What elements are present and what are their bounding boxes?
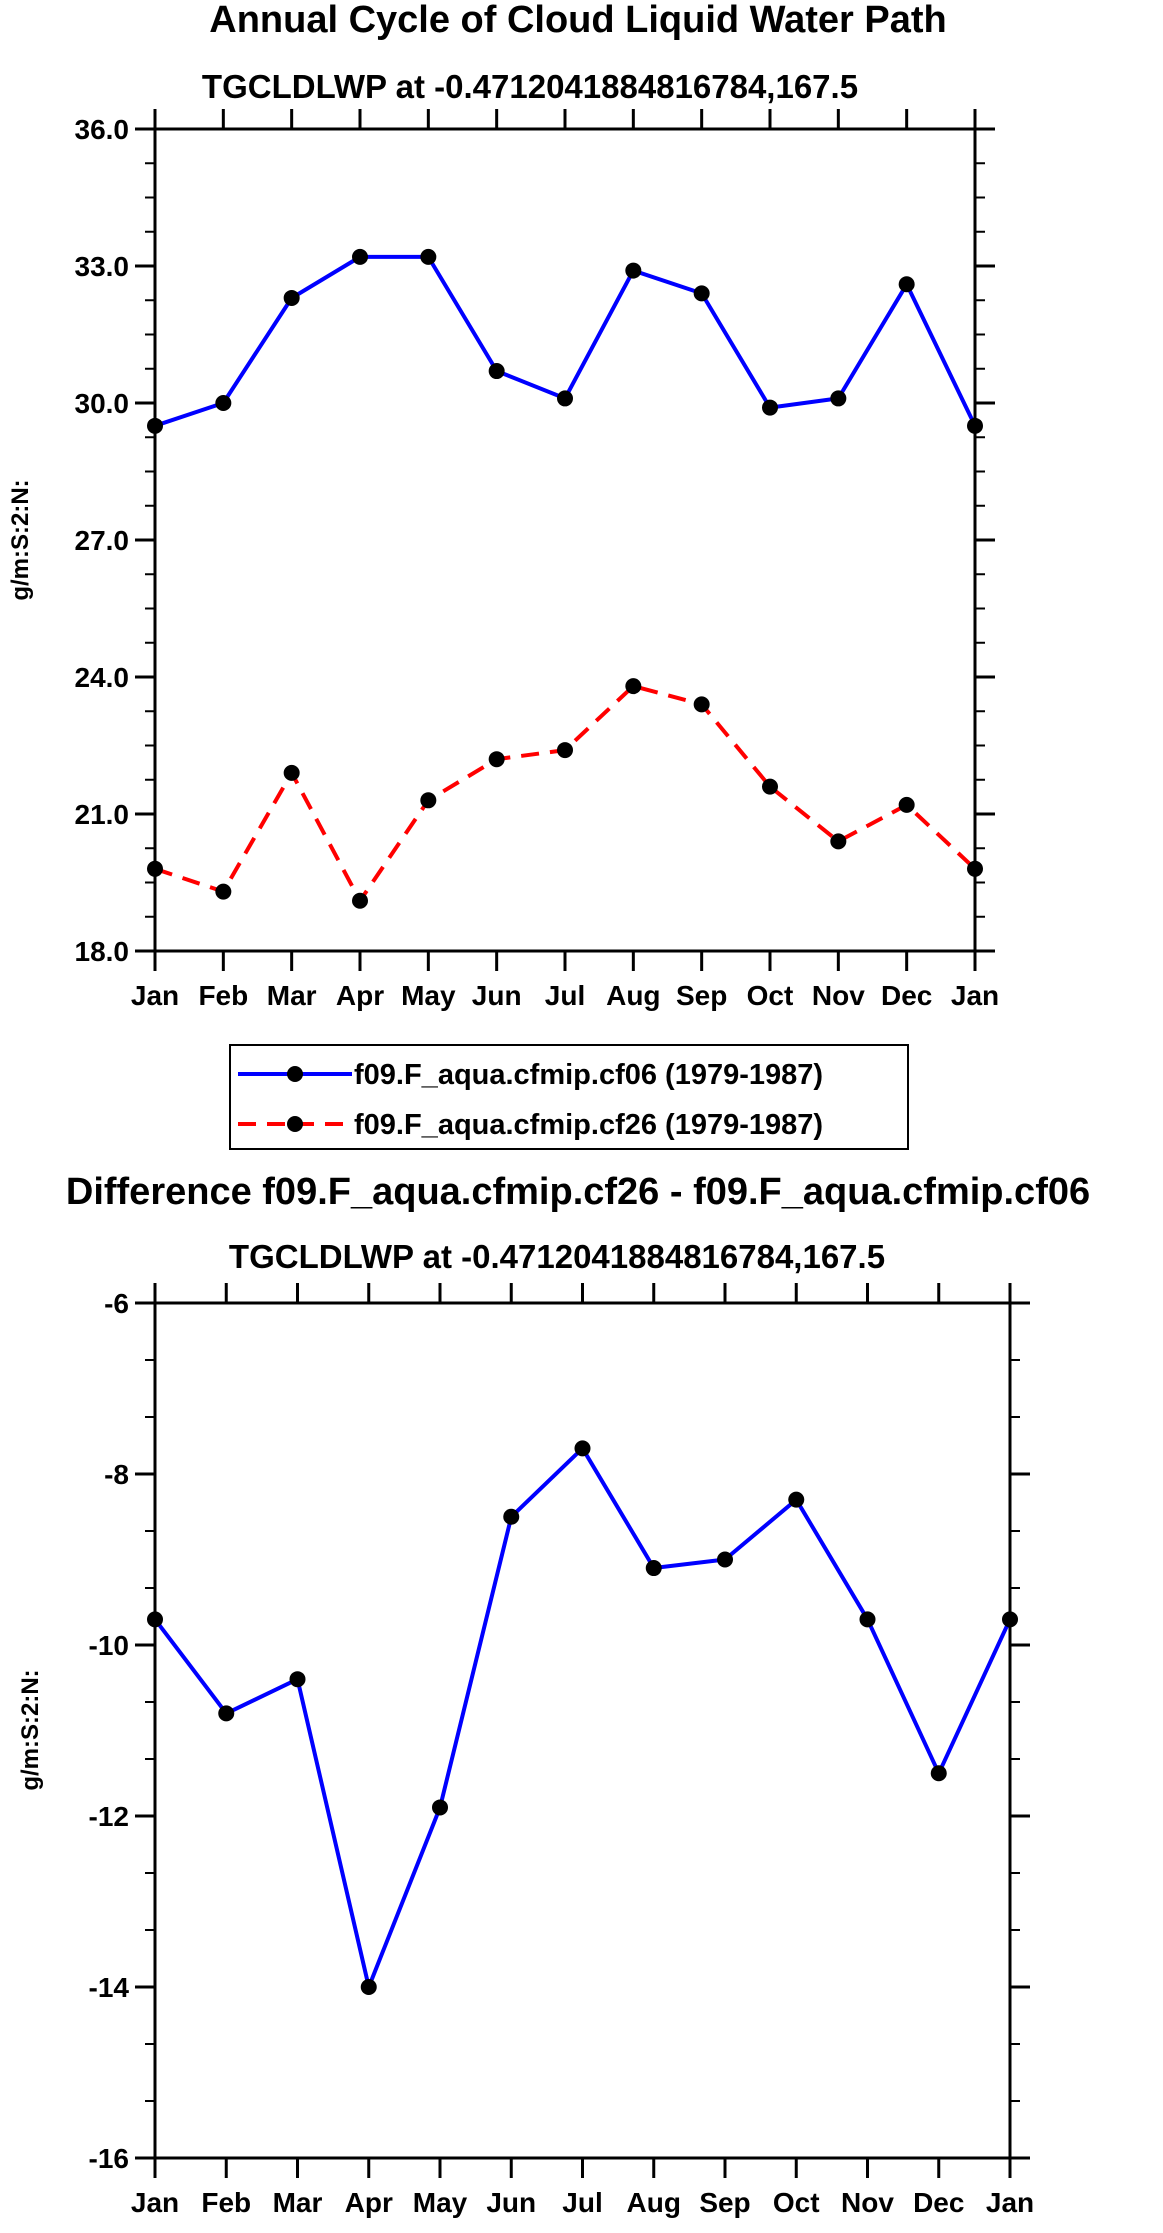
x-tick-label: Apr — [336, 980, 384, 1011]
x-tick-label: Aug — [606, 980, 660, 1011]
data-point — [215, 395, 232, 411]
data-point — [147, 860, 163, 877]
y-tick-label: 18.0 — [75, 936, 130, 967]
y-tick-label: -12 — [89, 1801, 129, 1832]
chart-title: Difference f09.F_aqua.cfmip.cf26 - f09.F… — [66, 1171, 1090, 1213]
y-tick-label: 33.0 — [75, 251, 130, 282]
data-point — [898, 276, 915, 293]
data-point — [625, 678, 642, 695]
data-point — [967, 417, 983, 434]
data-point — [693, 285, 710, 302]
x-tick-label: Dec — [913, 2187, 964, 2218]
plot-frame — [153, 127, 977, 953]
y-tick-label: -8 — [104, 1459, 129, 1490]
legend-marker-cf26 — [287, 1116, 303, 1132]
data-point — [645, 1560, 662, 1577]
data-point — [420, 792, 437, 809]
x-tick-label: Feb — [201, 2187, 251, 2218]
y-tick-label: -14 — [89, 1972, 130, 2003]
data-point — [762, 778, 778, 795]
legend-marker-cf06 — [287, 1066, 303, 1082]
data-point — [360, 1979, 377, 1995]
x-tick-label: Apr — [345, 2187, 393, 2218]
x-tick-label: Jan — [131, 980, 179, 1011]
data-point — [283, 764, 300, 781]
x-tick-label: Jun — [472, 980, 522, 1011]
x-tick-label: Jan — [131, 2187, 179, 2218]
legend-label-cf06: f09.F_aqua.cfmip.cf06 (1979-1987) — [354, 1059, 823, 1091]
data-point — [289, 1671, 306, 1688]
y-tick-label: 36.0 — [75, 114, 130, 145]
data-point — [352, 892, 368, 909]
series-line-1 — [154, 684, 977, 903]
x-tick-label: Sep — [699, 2187, 750, 2218]
legend-box — [229, 1044, 909, 1150]
x-tick-label: Mar — [267, 980, 317, 1011]
chart-title: Annual Cycle of Cloud Liquid Water Path — [209, 0, 947, 41]
x-tick-label: Oct — [773, 2187, 820, 2218]
chart-subtitle: TGCLDLWP at -0.4712041884816784,167.5 — [229, 1238, 885, 1275]
data-point — [352, 248, 368, 265]
data-point — [420, 248, 437, 265]
y-tick-label: 27.0 — [75, 525, 130, 556]
data-point — [218, 1705, 235, 1722]
data-point — [830, 390, 847, 407]
y-axis-label: g/m:S:2:N: — [17, 1669, 44, 1790]
data-point — [788, 1491, 805, 1508]
data-point — [283, 289, 300, 306]
data-point — [762, 399, 778, 416]
x-tick-label: Nov — [841, 2187, 894, 2218]
x-tick-label: Feb — [198, 980, 248, 1011]
x-tick-label: Jan — [951, 980, 999, 1011]
data-point — [898, 796, 915, 813]
y-axis-label: g/m:S:2:N: — [7, 479, 34, 600]
data-point — [503, 1508, 520, 1525]
data-point — [1002, 1611, 1018, 1628]
x-tick-label: Jul — [545, 980, 585, 1011]
x-tick-label: Jul — [562, 2187, 602, 2218]
data-point — [147, 1611, 163, 1628]
data-point — [859, 1611, 876, 1628]
x-tick-label: Dec — [881, 980, 932, 1011]
x-tick-label: Mar — [273, 2187, 323, 2218]
x-tick-label: Nov — [812, 980, 865, 1011]
annual-cycle-chart: Annual Cycle of Cloud Liquid Water Path … — [7, 0, 999, 1011]
x-tick-label: Sep — [676, 980, 727, 1011]
data-point — [557, 742, 573, 759]
x-tick-label: Aug — [627, 2187, 681, 2218]
x-tick-label: Jan — [986, 2187, 1034, 2218]
y-tick-label: -6 — [104, 1288, 129, 1319]
x-tick-label: Oct — [747, 980, 794, 1011]
y-tick-label: 30.0 — [75, 388, 130, 419]
y-tick-label: -10 — [89, 1630, 129, 1661]
data-point — [488, 363, 505, 380]
data-point — [215, 883, 232, 900]
difference-chart: Difference f09.F_aqua.cfmip.cf26 - f09.F… — [17, 1171, 1090, 2218]
data-point — [830, 833, 847, 850]
data-point — [967, 860, 983, 877]
x-tick-label: Jun — [486, 2187, 536, 2218]
data-point — [557, 390, 573, 407]
data-point — [574, 1440, 591, 1457]
y-tick-label: -16 — [89, 2143, 129, 2174]
data-point — [625, 262, 642, 279]
y-tick-label: 21.0 — [75, 799, 130, 830]
legend-label-cf26: f09.F_aqua.cfmip.cf26 (1979-1987) — [354, 1109, 823, 1141]
data-point — [488, 751, 505, 768]
data-point — [930, 1765, 947, 1782]
series-line-0 — [153, 1446, 1012, 1989]
y-tick-label: 24.0 — [75, 662, 130, 693]
data-point — [693, 696, 710, 713]
data-point — [717, 1551, 733, 1568]
legend: f09.F_aqua.cfmip.cf06 (1979-1987) f09.F_… — [229, 1044, 909, 1150]
x-tick-label: May — [401, 980, 456, 1011]
x-tick-label: May — [413, 2187, 468, 2218]
plot-frame — [153, 1301, 1012, 2160]
data-point — [147, 417, 163, 434]
data-point — [432, 1799, 448, 1816]
chart-subtitle: TGCLDLWP at -0.4712041884816784,167.5 — [202, 68, 858, 105]
